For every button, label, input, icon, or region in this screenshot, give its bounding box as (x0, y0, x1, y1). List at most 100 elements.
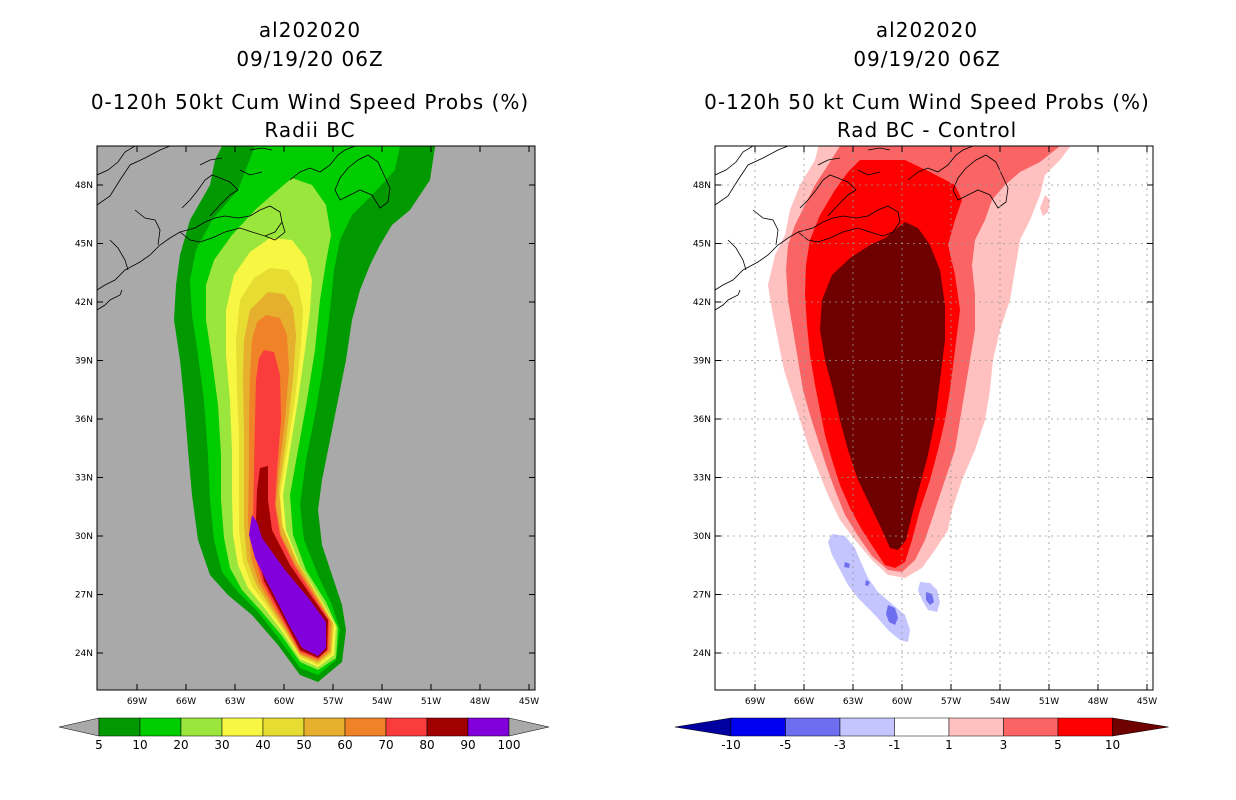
lon-label: 57W (323, 697, 343, 707)
colorbar-swatch (262, 717, 305, 737)
lat-label: 48N (693, 181, 711, 191)
lat-label: 48N (75, 181, 93, 191)
lat-label: 42N (693, 298, 711, 308)
colorbar-swatch (785, 717, 841, 737)
colorbar-extend-low (58, 717, 100, 737)
lon-label: 51W (1039, 697, 1059, 707)
lat-label: 42N (75, 298, 93, 308)
colorbar-label: -1 (889, 738, 901, 752)
lon-label: 63W (843, 697, 863, 707)
lon-label: 69W (127, 697, 147, 707)
colorbar-label: 20 (173, 738, 188, 752)
colorbar-swatch (303, 717, 346, 737)
lat-label: 24N (693, 649, 711, 659)
right-colorbar: -10 -5 -3 -1 1 3 5 10 (674, 717, 1169, 752)
left-axis-ticks: 48N 45N 42N 39N 36N 33N 30N 27N 24N 69W 66W 63W 60W 5… (75, 146, 539, 707)
left-coastline (97, 146, 391, 311)
left-map: 48N 45N 42N 39N 36N 33N 30N 27N 24N 69W 66W 63W 60W 5… (75, 145, 539, 707)
right-coastline (715, 146, 1009, 311)
lat-label: 27N (75, 591, 93, 601)
colorbar-swatch (180, 717, 223, 737)
colorbar-label: 50 (296, 738, 311, 752)
right-datetime: 09/19/20 06Z (853, 47, 1001, 71)
right-gridlines (715, 146, 1153, 690)
right-product-title: 0-120h 50 kt Cum Wind Speed Probs (%) (704, 90, 1150, 114)
left-panel-title: al202020 09/19/20 06Z 0-120h 50kt Cum Wi… (20, 16, 600, 145)
left-datetime: 09/19/20 06Z (236, 47, 384, 71)
right-map-frame (714, 145, 1154, 691)
lon-label: 66W (176, 697, 196, 707)
left-storm-id: al202020 (258, 18, 362, 42)
colorbar-swatch (98, 717, 141, 737)
colorbar-label: 40 (255, 738, 270, 752)
lon-label: 54W (372, 697, 392, 707)
lat-label: 39N (693, 357, 711, 367)
lon-label: 51W (421, 697, 441, 707)
colorbar-swatch (839, 717, 895, 737)
lon-label: 63W (225, 697, 245, 707)
lat-label: 45N (693, 240, 711, 250)
left-subtitle: Radii BC (264, 118, 356, 142)
colorbar-label: 60 (337, 738, 352, 752)
right-map: 48N 45N 42N 39N 36N 33N 30N 27N 24N 69W 66W 63W 60W 5… (693, 145, 1157, 707)
lat-label: 36N (693, 415, 711, 425)
right-panel-title: al202020 09/19/20 06Z 0-120h 50 kt Cum W… (632, 16, 1222, 145)
fill-plus-1-islet (1040, 195, 1050, 216)
colorbar-label: 80 (419, 738, 434, 752)
lon-label: 48W (470, 697, 490, 707)
colorbar-label: 100 (498, 738, 521, 752)
lon-label: 69W (745, 697, 765, 707)
fill-plus-10 (820, 222, 945, 550)
fill-minus-3-d (865, 580, 870, 586)
colorbar-label: 90 (460, 738, 475, 752)
colorbar-swatch (948, 717, 1004, 737)
colorbar-label: 70 (378, 738, 393, 752)
lon-label: 54W (990, 697, 1010, 707)
colorbar-extend-high (508, 717, 550, 737)
lon-label: 66W (794, 697, 814, 707)
fill-minus-3-c (844, 562, 850, 568)
colorbar-label: 1 (945, 738, 953, 752)
lon-label: 45W (519, 697, 539, 707)
lat-label: 45N (75, 240, 93, 250)
lat-label: 33N (693, 474, 711, 484)
lon-label: 60W (892, 697, 912, 707)
colorbar-swatch (1003, 717, 1059, 737)
colorbar-label: 5 (1054, 738, 1062, 752)
left-map-frame (96, 145, 536, 691)
right-difference-fills (768, 146, 1071, 642)
fill-minus-3-a (886, 605, 898, 625)
colorbar-label: -5 (780, 738, 792, 752)
right-subtitle: Rad BC - Control (836, 118, 1018, 142)
colorbar-swatch (344, 717, 387, 737)
colorbar-swatch (139, 717, 182, 737)
left-colorbar: 5 10 20 30 40 50 60 70 80 90 100 (58, 717, 550, 752)
lat-label: 33N (75, 474, 93, 484)
colorbar-label: -3 (834, 738, 846, 752)
lat-label: 39N (75, 357, 93, 367)
lon-label: 45W (1137, 697, 1157, 707)
colorbar-swatch (426, 717, 469, 737)
fill-90 (249, 515, 326, 656)
fill-minus-3-b (926, 592, 934, 605)
lat-label: 27N (693, 591, 711, 601)
lat-label: 30N (75, 532, 93, 542)
lon-label: 48W (1088, 697, 1108, 707)
colorbar-label: 10 (1105, 738, 1120, 752)
left-probability-fills (174, 146, 436, 682)
lon-label: 57W (941, 697, 961, 707)
colorbar-label: 10 (132, 738, 147, 752)
lat-label: 36N (75, 415, 93, 425)
colorbar-swatch (894, 717, 950, 737)
right-storm-id: al202020 (875, 18, 979, 42)
lat-label: 30N (693, 532, 711, 542)
left-product-title: 0-120h 50kt Cum Wind Speed Probs (%) (90, 90, 530, 114)
colorbar-label: -10 (721, 738, 741, 752)
colorbar-swatch (385, 717, 428, 737)
colorbar-label: 3 (1000, 738, 1008, 752)
lat-label: 24N (75, 649, 93, 659)
colorbar-label: 30 (214, 738, 229, 752)
colorbar-extend-high (1112, 717, 1169, 737)
colorbar-extend-low (674, 717, 732, 737)
